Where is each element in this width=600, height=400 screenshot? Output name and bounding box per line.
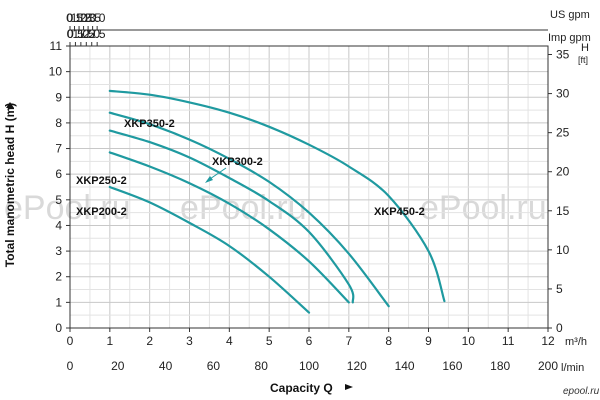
logo: epool.ru (563, 386, 600, 397)
lmin-tick-label: 80 (255, 359, 269, 373)
ft-tick-label: 30 (556, 87, 570, 101)
y-tick-label: 5 (55, 193, 62, 207)
x-tick-label: 7 (345, 334, 352, 348)
series-label-xkp450: XKP450-2 (374, 206, 425, 218)
x-axis-title: Capacity Q (270, 381, 333, 395)
ft-tick-label: 5 (556, 282, 563, 296)
lmin-tick-label: 100 (299, 359, 319, 373)
impgpm-tick-label: 2.0 (83, 27, 100, 41)
curve-xkp250-2 (108, 151, 350, 304)
y-tick-label: 4 (55, 218, 62, 232)
usgpm-tick-label: 3.0 (89, 11, 106, 25)
series-label-xkp200: XKP200-2 (76, 206, 127, 218)
series-label-xkp250: XKP250-2 (76, 175, 127, 187)
ft-tick-label: 35 (556, 48, 570, 62)
x-tick-label: 10 (462, 334, 476, 348)
lmin-tick-label: 20 (111, 359, 125, 373)
usgpm-tick-label: 2.5 (84, 11, 101, 25)
x-axis-arrow-icon (345, 384, 353, 390)
lmin-tick-label: 120 (347, 359, 367, 373)
x-axis-unit: m³/h (565, 336, 587, 348)
lmin-tick-label: 0 (67, 359, 74, 373)
ft-tick-label: 15 (556, 204, 570, 218)
plot-frame (66, 26, 552, 332)
lmin-tick-label: 60 (207, 359, 221, 373)
top-axis-unit-usgpm: US gpm (550, 9, 590, 21)
lmin-tick-label: 160 (442, 359, 462, 373)
y-tick-label: 2 (55, 270, 62, 284)
y-tick-label: 0 (55, 321, 62, 335)
usgpm-tick-label: 1.0 (71, 11, 88, 25)
y-axis-title: Total manometric head H (m) (3, 103, 17, 267)
usgpm-tick-label: 0.5 (66, 11, 83, 25)
ft-tick-label: 20 (556, 165, 570, 179)
x-tick-label: 2 (146, 334, 153, 348)
right-axis-unit-ft: [ft] (578, 55, 588, 65)
watermark-text: ePool.ru (180, 189, 307, 227)
x-tick-label: 12 (541, 334, 555, 348)
ft-tick-label: 25 (556, 126, 570, 140)
x-tick-label: 6 (306, 334, 313, 348)
pointer-arrowhead (205, 176, 213, 183)
ft-tick-label: 0 (556, 321, 563, 335)
curve-xkp200-2 (108, 185, 311, 314)
x-tick-label: 9 (425, 334, 432, 348)
impgpm-tick-label: 1.5 (78, 27, 95, 41)
ft-tick-label: 10 (556, 243, 570, 257)
impgpm-tick-label: 1.0 (73, 27, 90, 41)
curve-xkp300-2 (108, 129, 355, 304)
series-label-xkp300: XKP300-2 (212, 156, 263, 168)
impgpm-tick-label: 0 (67, 27, 74, 41)
lmin-tick-label: 180 (490, 359, 510, 373)
grid-lines (69, 45, 549, 329)
lmin-tick-label: 140 (395, 359, 415, 373)
curve-xkp450-2 (108, 89, 446, 303)
y-tick-label: 1 (55, 295, 62, 309)
x-tick-label: 5 (266, 334, 273, 348)
x-tick-label: 0 (67, 334, 74, 348)
watermark-text: ePool.ru (420, 189, 547, 227)
series-label-xkp350: XKP350-2 (124, 118, 175, 130)
y-tick-label: 3 (55, 244, 62, 258)
y-axis-arrow-icon (6, 102, 14, 108)
impgpm-tick-label: 0.5 (67, 27, 84, 41)
y-tick-label: 9 (55, 90, 62, 104)
lmin-tick-label: 200 (538, 359, 558, 373)
x-tick-label: 4 (226, 334, 233, 348)
curve-xkp350-2 (108, 111, 390, 308)
x-tick-label: 3 (186, 334, 193, 348)
bottom-axis-unit: l/min (561, 362, 584, 374)
y-tick-label: 10 (49, 65, 63, 79)
y-tick-label: 8 (55, 116, 62, 130)
x-tick-label: 11 (502, 334, 515, 348)
impgpm-tick-label: 2.5 (89, 27, 106, 41)
usgpm-tick-label: 1.5 (75, 11, 92, 25)
x-tick-label: 1 (106, 334, 113, 348)
lmin-tick-label: 40 (159, 359, 173, 373)
top-axis-unit-impgpm: Imp gpm (548, 32, 591, 44)
usgpm-tick-label: 0 (67, 11, 74, 25)
y-tick-label: 6 (55, 167, 62, 181)
usgpm-tick-label: 2.0 (80, 11, 97, 25)
y-tick-label: 7 (55, 142, 62, 156)
pump-curves (108, 89, 446, 314)
right-axis-unit-h: H (581, 42, 589, 54)
x-tick-label: 8 (385, 334, 392, 348)
y-tick-label: 11 (50, 39, 63, 53)
